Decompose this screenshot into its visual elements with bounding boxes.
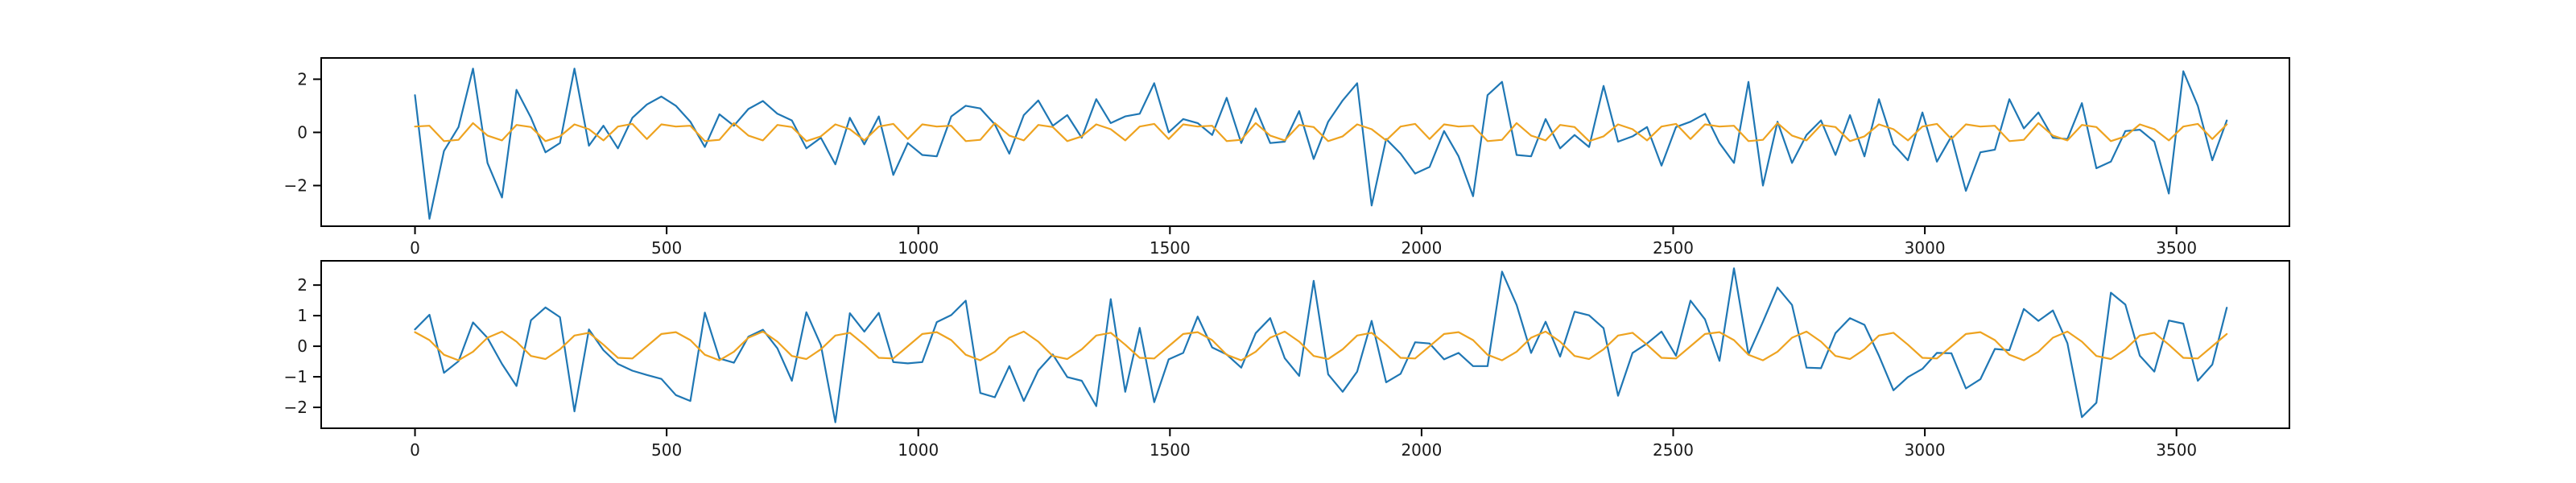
y-tick-label: −2 xyxy=(284,175,308,195)
y-tick-label: 0 xyxy=(297,122,308,142)
top-axes: 0 500 1000 1500 2000 2500 3000 3500 −2 0 2 xyxy=(284,57,2290,258)
x-tick-label: 500 xyxy=(651,238,682,258)
x-tick-label: 1500 xyxy=(1150,440,1191,460)
y-tick-label: −2 xyxy=(284,398,308,417)
y-tick-label: 0 xyxy=(297,336,308,356)
series-2-line xyxy=(414,122,2228,142)
y-tick-label: 1 xyxy=(297,306,308,325)
x-tick-label: 0 xyxy=(410,238,420,258)
axes-border xyxy=(320,260,2290,429)
series-1-line xyxy=(414,267,2228,423)
x-tick-label: 3500 xyxy=(2156,440,2197,460)
y-tick-label: −1 xyxy=(284,367,308,386)
x-tick-label: 1500 xyxy=(1150,238,1191,258)
x-tick-label: 3000 xyxy=(1905,238,1946,258)
x-tick-label: 0 xyxy=(410,440,420,460)
x-tick-label: 1000 xyxy=(898,440,939,460)
x-tick-label: 1000 xyxy=(898,238,939,258)
y-tick-label: 2 xyxy=(297,275,308,295)
x-tick-label: 2500 xyxy=(1653,238,1694,258)
x-tick-label: 3500 xyxy=(2156,238,2197,258)
bottom-axes: 0 500 1000 1500 2000 2500 3000 3500 −2 −1 0 1 2 xyxy=(284,260,2290,460)
series-2-line xyxy=(414,330,2228,361)
x-tick-label: 2000 xyxy=(1401,440,1442,460)
x-tick-label: 500 xyxy=(651,440,682,460)
top-chart-svg: 0 500 1000 1500 2000 2500 3000 3500 −2 0 2 xyxy=(284,57,2290,258)
series-1-line xyxy=(414,68,2228,220)
y-tick-label: 2 xyxy=(297,69,308,89)
x-tick-label: 3000 xyxy=(1905,440,1946,460)
bottom-chart-svg: 0 500 1000 1500 2000 2500 3000 3500 −2 −1 0 1 2 xyxy=(284,260,2290,460)
x-tick-label: 2500 xyxy=(1653,440,1694,460)
axes-border xyxy=(320,57,2290,227)
x-tick-label: 2000 xyxy=(1401,238,1442,258)
